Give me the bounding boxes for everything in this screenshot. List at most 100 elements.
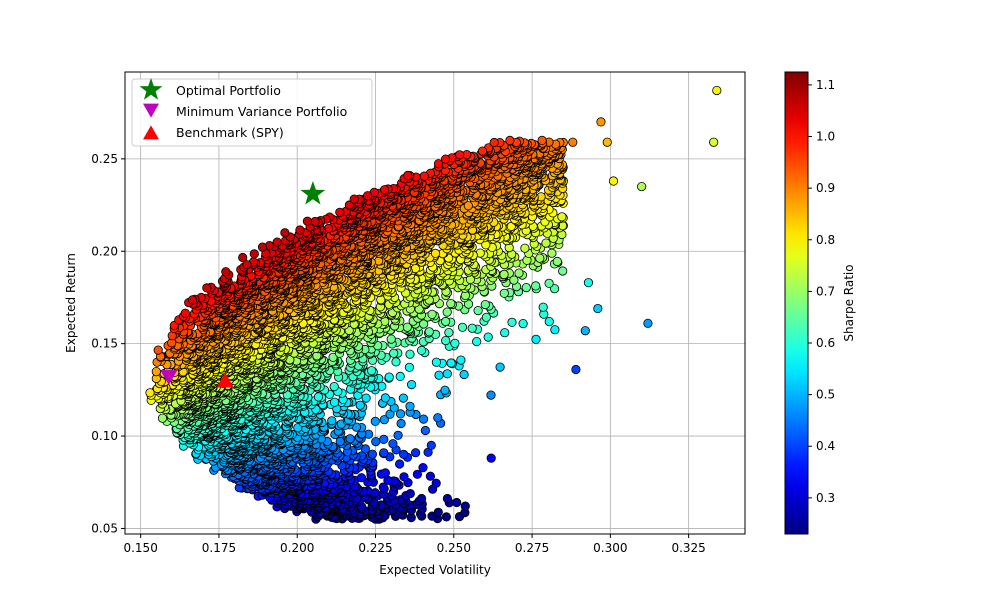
portfolio-point bbox=[361, 393, 371, 403]
portfolio-point bbox=[380, 393, 390, 403]
portfolio-point bbox=[467, 323, 477, 333]
portfolio-point bbox=[329, 397, 340, 407]
portfolio-point bbox=[552, 256, 562, 267]
portfolio-point bbox=[356, 473, 367, 483]
portfolio-point bbox=[426, 440, 436, 450]
portfolio-point bbox=[431, 357, 441, 367]
portfolio-point bbox=[514, 268, 524, 278]
portfolio-point bbox=[355, 400, 365, 410]
portfolio-point bbox=[388, 439, 398, 449]
portfolio-point bbox=[440, 385, 450, 395]
portfolio-point bbox=[441, 335, 451, 346]
portfolio-point bbox=[495, 362, 505, 372]
portfolio-point bbox=[547, 248, 557, 258]
portfolio-point bbox=[379, 434, 389, 444]
portfolio-point bbox=[472, 336, 482, 347]
portfolio-point bbox=[313, 392, 324, 402]
portfolio-point bbox=[406, 379, 417, 390]
portfolio-point bbox=[441, 512, 451, 522]
portfolio-point bbox=[416, 493, 427, 504]
portfolio-point bbox=[434, 370, 444, 380]
portfolio-point bbox=[550, 325, 560, 335]
portfolio-point bbox=[544, 278, 554, 288]
portfolio-point bbox=[531, 334, 541, 344]
portfolio-point bbox=[544, 316, 554, 327]
portfolio-point bbox=[371, 436, 381, 447]
portfolio-point bbox=[430, 248, 441, 258]
portfolio-point bbox=[424, 327, 434, 337]
portfolio-point bbox=[535, 253, 545, 263]
portfolio-point bbox=[379, 448, 389, 458]
portfolio-point bbox=[558, 266, 568, 276]
portfolio-point bbox=[500, 328, 510, 338]
portfolio-point bbox=[404, 362, 414, 372]
portfolio-point bbox=[395, 409, 406, 419]
portfolio-point bbox=[442, 493, 452, 504]
portfolio-point bbox=[393, 430, 403, 440]
portfolio-point bbox=[459, 369, 469, 380]
portfolio-point bbox=[442, 307, 452, 317]
portfolio-point bbox=[486, 453, 496, 463]
portfolio-point bbox=[486, 390, 496, 400]
portfolio-point bbox=[450, 338, 460, 348]
portfolio-point bbox=[399, 472, 409, 482]
portfolio-point bbox=[386, 334, 396, 344]
portfolio-point bbox=[405, 349, 415, 359]
portfolio-point bbox=[327, 416, 337, 426]
portfolio-point bbox=[483, 332, 493, 342]
portfolio-point bbox=[420, 425, 430, 436]
portfolio-point bbox=[394, 459, 405, 469]
portfolio-point bbox=[531, 281, 541, 291]
portfolio-point bbox=[418, 462, 428, 473]
portfolio-point bbox=[480, 299, 490, 310]
portfolio-point bbox=[425, 471, 435, 481]
portfolio-point bbox=[521, 282, 531, 293]
portfolio-point bbox=[157, 413, 168, 423]
portfolio-point bbox=[499, 269, 509, 279]
portfolio-point bbox=[440, 316, 451, 327]
portfolio-point bbox=[446, 298, 456, 309]
portfolio-point bbox=[456, 355, 466, 365]
portfolio-point bbox=[446, 358, 456, 368]
portfolio-point bbox=[384, 372, 394, 382]
portfolio-point bbox=[499, 288, 509, 298]
portfolio-point bbox=[433, 413, 443, 423]
portfolio-point bbox=[520, 243, 530, 253]
portfolio-point bbox=[366, 366, 377, 376]
portfolio-point bbox=[431, 478, 441, 488]
portfolio-point bbox=[396, 418, 406, 429]
portfolio-point bbox=[507, 317, 517, 327]
portfolio-point bbox=[398, 449, 409, 459]
portfolio-points bbox=[145, 85, 722, 524]
portfolio-point bbox=[380, 468, 390, 478]
portfolio-point bbox=[460, 501, 470, 511]
portfolio-point bbox=[335, 436, 345, 447]
portfolio-point bbox=[444, 327, 454, 338]
portfolio-point bbox=[367, 449, 377, 459]
portfolio-point bbox=[433, 507, 443, 517]
portfolio-point bbox=[145, 388, 155, 398]
portfolio-point bbox=[378, 482, 388, 492]
portfolio-point bbox=[418, 414, 429, 424]
portfolio-point bbox=[518, 318, 528, 329]
portfolio-point bbox=[345, 434, 355, 444]
portfolio-point bbox=[416, 345, 427, 355]
portfolio-point bbox=[427, 309, 437, 319]
portfolio-point bbox=[442, 369, 452, 379]
portfolio-point bbox=[557, 212, 567, 222]
portfolio-point bbox=[541, 238, 551, 248]
portfolio-point bbox=[538, 302, 548, 312]
portfolio-point bbox=[329, 381, 339, 392]
portfolio-point bbox=[395, 371, 405, 381]
portfolio-point bbox=[391, 357, 401, 367]
portfolio-point bbox=[412, 469, 422, 479]
portfolio-point bbox=[473, 305, 483, 316]
portfolio-point bbox=[398, 393, 408, 403]
portfolio-point bbox=[410, 448, 421, 458]
portfolio-point bbox=[370, 416, 380, 426]
portfolio-point bbox=[151, 366, 161, 377]
portfolio-point bbox=[457, 322, 468, 332]
portfolio-point bbox=[405, 488, 415, 499]
portfolio-point bbox=[389, 348, 399, 358]
